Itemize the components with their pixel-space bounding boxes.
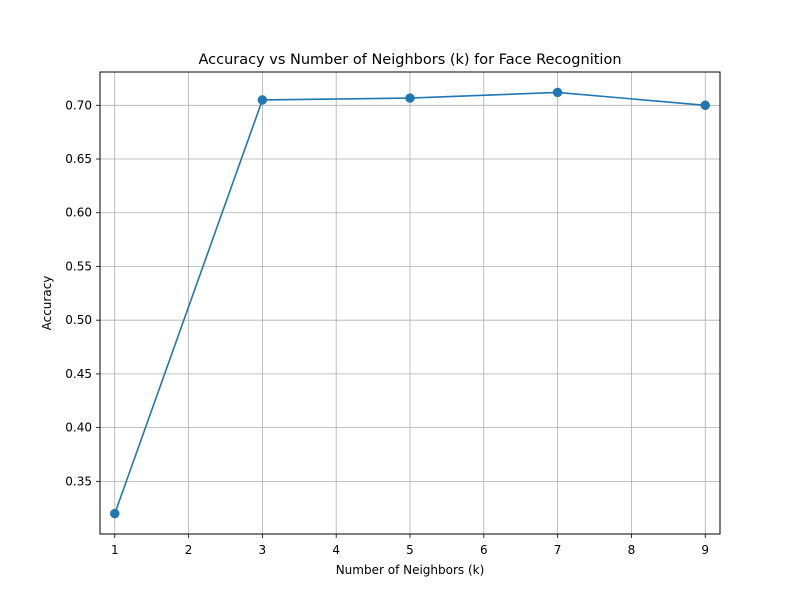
y-tick-label: 0.40 (65, 421, 92, 435)
y-tick-label: 0.50 (65, 313, 92, 327)
grid-lines (100, 72, 720, 534)
y-tick-label: 0.70 (65, 98, 92, 112)
x-tick-label: 1 (111, 543, 119, 557)
x-tick-label: 6 (480, 543, 488, 557)
data-point (257, 95, 268, 105)
data-point (110, 508, 120, 519)
x-tick-label: 4 (332, 543, 340, 557)
x-tick-label: 8 (628, 543, 636, 557)
data-point (405, 93, 415, 103)
y-tick-label: 0.55 (65, 259, 92, 273)
y-axis-label: Accuracy (40, 276, 54, 331)
chart-title: Accuracy vs Number of Neighbors (k) for … (198, 52, 621, 68)
x-tick-label: 9 (701, 543, 709, 557)
y-tick-label: 0.60 (65, 206, 92, 220)
y-tick-label: 0.35 (65, 474, 92, 488)
series-points (110, 87, 710, 519)
x-tick-label: 7 (554, 543, 562, 557)
x-tick-label: 5 (406, 543, 414, 557)
x-axis-ticks: 1 2 3 4 5 6 7 8 9 (111, 534, 709, 557)
x-tick-label: 2 (185, 543, 193, 557)
y-tick-label: 0.45 (65, 367, 92, 381)
data-point (700, 100, 710, 111)
y-axis-ticks: 0.35 0.40 0.45 0.50 0.55 0.60 0.65 0.70 (65, 98, 100, 488)
y-tick-label: 0.65 (65, 152, 92, 166)
data-point (552, 87, 563, 98)
x-axis-label: Number of Neighbors (k) (336, 563, 485, 577)
x-tick-label: 3 (259, 543, 267, 557)
